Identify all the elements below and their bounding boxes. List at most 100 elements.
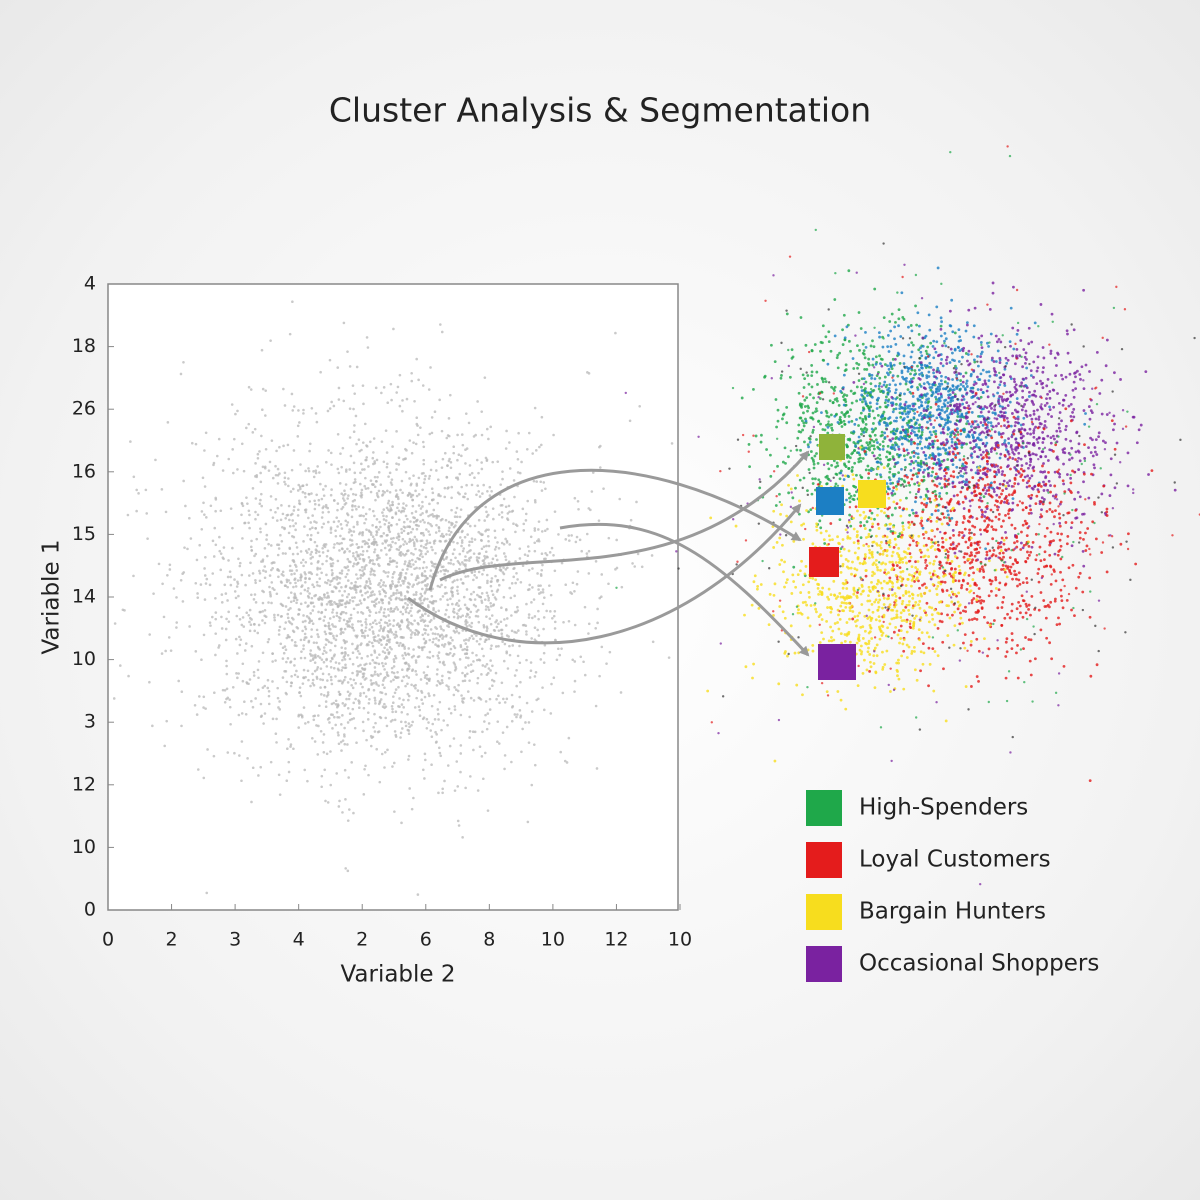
scatter-dot — [293, 505, 296, 509]
scatter-dot — [297, 508, 300, 512]
scatter-dot — [919, 411, 923, 415]
scatter-dot — [871, 363, 875, 367]
scatter-dot — [202, 501, 205, 505]
scatter-dot — [439, 540, 443, 543]
scatter-dot — [240, 623, 244, 627]
scatter-dot — [319, 686, 322, 689]
scatter-dot — [482, 483, 485, 487]
scatter-dot — [426, 550, 429, 553]
scatter-dot — [437, 638, 441, 642]
scatter-dot — [393, 607, 396, 611]
scatter-dot — [181, 600, 185, 603]
scatter-dot — [259, 480, 263, 484]
scatter-dot — [269, 508, 273, 512]
scatter-dot — [443, 572, 446, 576]
scatter-dot — [399, 510, 403, 514]
scatter-dot — [321, 546, 324, 550]
scatter-dot — [256, 631, 260, 635]
scatter-dot — [388, 471, 392, 475]
scatter-dot — [344, 519, 348, 523]
scatter-dot — [784, 461, 787, 465]
scatter-dot — [337, 386, 341, 390]
scatter-dot — [389, 680, 393, 683]
scatter-dot — [361, 631, 364, 634]
scatter-dot — [309, 553, 312, 556]
scatter-dot — [401, 654, 404, 657]
scatter-dot — [518, 547, 522, 550]
scatter-dot — [239, 638, 243, 641]
scatter-dot — [298, 691, 301, 694]
scatter-dot — [391, 559, 395, 562]
scatter-dot — [289, 513, 293, 517]
scatter-dot — [313, 661, 317, 664]
scatter-dot — [984, 435, 988, 439]
scatter-dot — [515, 684, 518, 688]
scatter-dot — [373, 635, 377, 639]
scatter-dot — [363, 521, 366, 525]
scatter-dot — [423, 574, 426, 578]
scatter-dot — [985, 370, 989, 374]
scatter-dot — [540, 568, 544, 572]
scatter-dot — [213, 526, 217, 530]
scatter-dot — [812, 396, 815, 400]
scatter-dot — [261, 408, 264, 412]
scatter-dot — [969, 386, 973, 390]
scatter-dot — [539, 658, 543, 661]
scatter-dot — [381, 542, 384, 545]
scatter-dot — [945, 491, 949, 495]
scatter-dot — [244, 642, 248, 645]
scatter-dot — [427, 614, 430, 618]
scatter-dot — [348, 808, 351, 811]
scatter-dot — [487, 608, 491, 612]
scatter-dot — [407, 676, 411, 679]
scatter-dot — [430, 763, 433, 767]
scatter-dot — [519, 580, 523, 584]
scatter-dot — [401, 612, 405, 616]
scatter-dot — [456, 592, 460, 595]
scatter-dot — [278, 445, 281, 449]
scatter-dot — [200, 510, 204, 513]
scatter-dot — [531, 586, 534, 589]
scatter-dot — [818, 397, 822, 400]
scatter-dot — [902, 362, 906, 365]
scatter-dot — [328, 617, 332, 620]
scatter-dot — [501, 528, 505, 531]
scatter-dot — [487, 528, 490, 532]
scatter-dot — [408, 787, 411, 790]
scatter-dot — [431, 722, 435, 726]
scatter-dot — [776, 419, 780, 423]
scatter-dot — [229, 583, 233, 587]
scatter-dot — [469, 610, 473, 614]
scatter-dot — [987, 421, 990, 424]
scatter-dot — [490, 644, 493, 647]
scatter-dot — [351, 662, 355, 666]
scatter-dot — [375, 747, 379, 751]
scatter-dot — [294, 541, 298, 545]
scatter-dot — [391, 582, 395, 586]
scatter-dot — [500, 503, 504, 507]
scatter-dot — [145, 512, 149, 515]
scatter-dot — [432, 617, 436, 620]
scatter-dot — [818, 519, 822, 523]
scatter-dot — [277, 543, 281, 547]
scatter-dot — [1015, 397, 1019, 400]
scatter-dot — [341, 811, 344, 814]
scatter-dot — [407, 698, 410, 702]
scatter-dot — [670, 442, 674, 445]
scatter-dot — [366, 718, 370, 721]
scatter-dot — [889, 421, 893, 425]
scatter-dot — [415, 566, 418, 570]
scatter-dot — [338, 549, 341, 552]
scatter-dot — [303, 656, 307, 660]
scatter-dot — [325, 665, 329, 668]
scatter-dot — [537, 528, 540, 531]
scatter-dot — [422, 445, 426, 449]
scatter-dot — [340, 527, 344, 530]
scatter-dot — [382, 589, 386, 593]
scatter-dot — [297, 726, 301, 729]
scatter-dot — [474, 433, 477, 437]
scatter-dot — [428, 650, 432, 654]
scatter-dot — [254, 697, 257, 700]
scatter-dot — [304, 576, 307, 580]
